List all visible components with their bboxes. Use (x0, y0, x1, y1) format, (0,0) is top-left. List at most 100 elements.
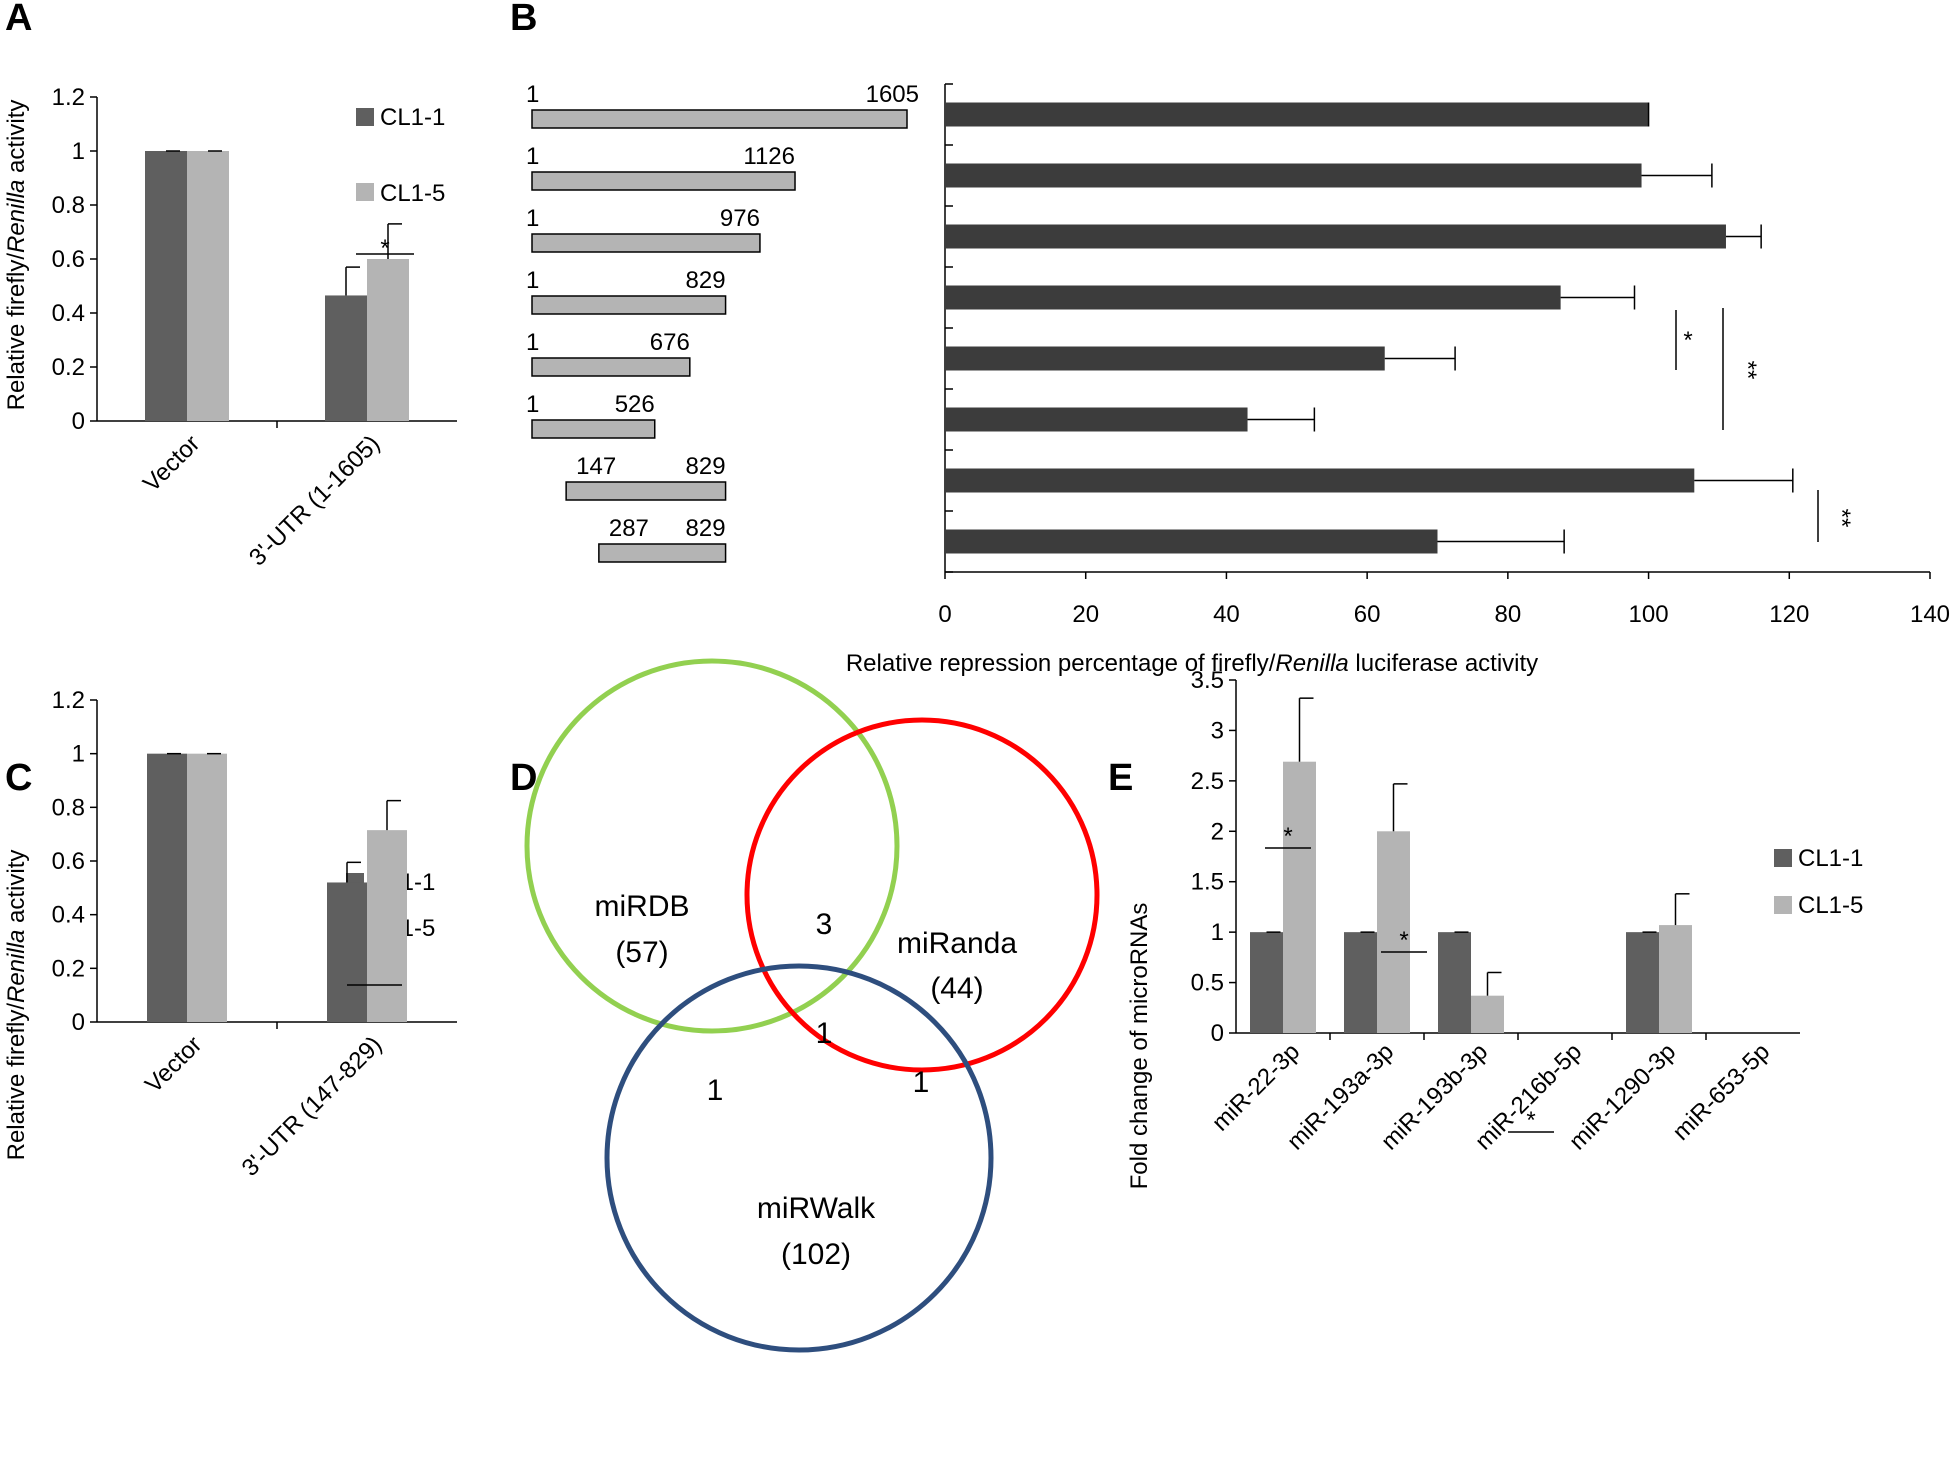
panel-e-ylabel: Fold change of microRNAs (1126, 903, 1153, 1190)
panel-a-ytick-label: 1 (72, 138, 85, 165)
panel-label-b: B (510, 0, 537, 39)
panel-a-ytick-label: 0.2 (52, 354, 85, 381)
panel-c-bar-cl1-1 (327, 882, 367, 1022)
venn-count-miranda: (44) (930, 972, 983, 1005)
panel-c-ytick-label: 0.2 (52, 955, 85, 982)
panel-c-ytick-label: 0.6 (52, 848, 85, 875)
panel-c-ytick-label: 1.2 (52, 687, 85, 714)
panel-c-category-label: 3'-UTR (147-829) (237, 1031, 388, 1182)
panel-e-bar-cl1-5 (1659, 925, 1692, 1033)
fragment-end-label: 976 (720, 205, 760, 232)
panel-e-ytick-label: 3.5 (1191, 667, 1224, 694)
fragment-bar (531, 357, 691, 377)
panel-b-bar (945, 163, 1642, 188)
panel-a-bar-cl1-1 (325, 295, 367, 421)
venn-label-miranda: miRanda (897, 927, 1017, 960)
panel-b-sig-2: ** (1734, 361, 1761, 380)
fragment-start-label: 287 (609, 515, 649, 542)
panel-b-bar (945, 224, 1726, 249)
fragment-start-label: 1 (526, 143, 539, 170)
panel-e-ytick-label: 1.5 (1191, 869, 1224, 896)
venn-label-mirdb: miRDB (595, 890, 690, 923)
panel-a-bar-cl1-5 (367, 259, 409, 421)
panel-c-bar-cl1-5 (187, 753, 227, 1022)
panel-b-xtick-label: 60 (1354, 601, 1381, 628)
legend-e-cl1-label: CL1-1 (1798, 845, 1863, 872)
panel-e-ytick-label: 1 (1211, 919, 1224, 946)
panel-e-bar-cl1-1 (1626, 932, 1659, 1033)
panel-c-ytick-label: 0 (72, 1009, 85, 1036)
panel-a-ylabel: Relative firefly/Renilla activity (3, 100, 30, 411)
panel-label-e: E (1108, 757, 1133, 799)
fragment-start-label: 1 (526, 205, 539, 232)
panel-b-sig-1: * (1683, 327, 1692, 354)
venn-overlap-miranda-mirwalk: 1 (913, 1066, 930, 1099)
panel-a-ytick-label: 1.2 (52, 84, 85, 111)
panel-a-category-label: Vector (138, 430, 205, 497)
panel-e-significance: * (1526, 1107, 1535, 1134)
panel-a-bar-cl1-5 (187, 151, 229, 421)
panel-e-significance: * (1399, 927, 1408, 954)
fragment-start-label: 1 (526, 329, 539, 356)
fragment-bar (531, 419, 656, 439)
fragment-bar (531, 233, 761, 253)
venn-circle-mirdb (524, 658, 900, 1034)
fragment-end-label: 1126 (743, 143, 795, 170)
panel-c-category-label: Vector (140, 1031, 207, 1098)
fragment-end-label: 829 (686, 515, 726, 542)
venn-count-mirwalk: (102) (781, 1238, 851, 1271)
panel-b-chart: Relative repression percentage of firefl… (526, 81, 1950, 677)
fragment-bar (531, 295, 727, 315)
panel-a-ytick-label: 0.8 (52, 192, 85, 219)
panel-a-significance: * (380, 235, 389, 262)
fragment-end-label: 829 (686, 267, 726, 294)
panel-c-bar-cl1-5 (367, 830, 407, 1022)
fragment-bar (565, 481, 727, 501)
panel-c-ytick-label: 0.8 (52, 794, 85, 821)
legend-a-cl1-label: CL1-1 (380, 104, 445, 131)
panel-b-bar (945, 407, 1248, 432)
panel-a-chart: Relative firefly/Renilla activity CL1-1 … (3, 84, 457, 571)
fragment-bar (531, 109, 908, 129)
panel-e-ytick-label: 3 (1211, 717, 1224, 744)
panel-b-xtick-label: 0 (938, 601, 951, 628)
panel-e-bar-cl1-5 (1283, 761, 1316, 1033)
venn-circle-miranda (744, 717, 1100, 1073)
panel-a-bar-cl1-1 (145, 151, 187, 421)
panel-e-bar-cl1-1 (1438, 932, 1471, 1033)
legend-a-cl5-label: CL1-5 (380, 180, 445, 207)
panel-b-sig-3: ** (1828, 509, 1855, 528)
panel-b-xtick-label: 140 (1910, 601, 1950, 628)
panel-b-bar (945, 102, 1649, 127)
panel-e-bar-cl1-5 (1377, 831, 1410, 1033)
fragment-end-label: 829 (686, 453, 726, 480)
panel-label-a: A (5, 0, 32, 39)
fragment-bar (598, 543, 727, 563)
fragment-start-label: 147 (576, 453, 616, 480)
panel-e-ytick-label: 2 (1211, 818, 1224, 845)
panel-a-ytick-label: 0.4 (52, 300, 85, 327)
panel-c-ytick-label: 0.4 (52, 902, 85, 929)
panel-b-xtick-label: 120 (1769, 601, 1809, 628)
panel-b-xtick-label: 40 (1213, 601, 1240, 628)
fragment-start-label: 1 (526, 81, 539, 108)
panel-a-ytick-label: 0 (72, 408, 85, 435)
panel-c-bar-cl1-1 (147, 753, 187, 1022)
panel-e-bar-cl1-1 (1344, 932, 1377, 1033)
fragment-end-label: 1605 (866, 81, 919, 108)
panel-c-ytick-label: 1 (72, 741, 85, 768)
panel-e-significance: * (1283, 823, 1292, 850)
fragment-end-label: 526 (615, 391, 655, 418)
venn-overlap-mirdb-miranda: 3 (816, 908, 833, 941)
panel-b-bar (945, 468, 1695, 493)
fragment-end-label: 676 (650, 329, 690, 356)
panel-b-xlabel: Relative repression percentage of firefl… (846, 650, 1538, 677)
panel-a-ytick-label: 0.6 (52, 246, 85, 273)
panel-e-bar-cl1-1 (1250, 932, 1283, 1033)
venn-overlap-mirdb-mirwalk: 1 (707, 1074, 724, 1107)
fragment-bar (531, 171, 796, 191)
legend-e-cl5-label: CL1-5 (1798, 892, 1863, 919)
panel-e-category-label: miR-22-3p (1207, 1038, 1305, 1136)
legend-a-cl5-swatch (356, 183, 374, 201)
panel-b-xtick-label: 100 (1629, 601, 1669, 628)
